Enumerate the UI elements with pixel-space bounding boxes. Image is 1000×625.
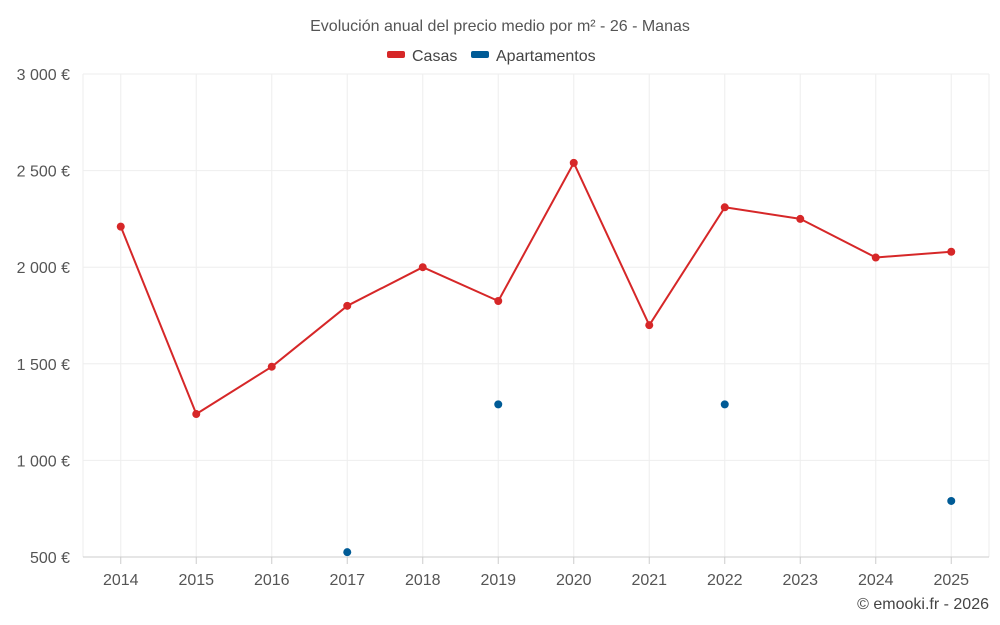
x-tick-label: 2024 [858, 572, 894, 589]
y-tick-label: 1 500 € [17, 357, 70, 374]
legend-label-casas: Casas [412, 48, 457, 65]
x-tick-label: 2016 [254, 572, 290, 589]
data-point-casas[interactable] [720, 203, 729, 212]
data-point-casas[interactable] [645, 321, 654, 330]
x-tick-label: 2014 [103, 572, 139, 589]
data-point-casas[interactable] [418, 263, 427, 272]
y-tick-label: 2 000 € [17, 260, 70, 277]
series [116, 158, 956, 557]
x-tick-label: 2019 [480, 572, 516, 589]
y-tick-label: 2 500 € [17, 164, 70, 181]
data-point-apartamentos[interactable] [494, 400, 503, 409]
legend-item-casas[interactable]: Casas [387, 48, 457, 65]
data-point-apartamentos[interactable] [947, 496, 956, 505]
y-tick-label: 500 € [30, 550, 70, 567]
legend-item-apartamentos[interactable]: Apartamentos [471, 48, 596, 65]
data-point-casas[interactable] [192, 410, 201, 419]
x-tick-label: 2025 [933, 572, 969, 589]
data-point-casas[interactable] [267, 362, 276, 371]
data-point-apartamentos[interactable] [343, 548, 352, 557]
x-tick-label: 2023 [782, 572, 818, 589]
y-tick-label: 1 000 € [17, 453, 70, 470]
y-tick-label: 3 000 € [17, 67, 70, 84]
series-casas [116, 158, 956, 419]
data-point-casas[interactable] [947, 247, 956, 256]
data-point-casas[interactable] [494, 297, 503, 306]
grid [82, 73, 990, 557]
axes: 500 € 1 000 € 1 500 € 2 000 € 2 500 € 3 000 €… [17, 67, 989, 589]
data-point-casas[interactable] [569, 158, 578, 167]
x-tick-label: 2017 [329, 572, 365, 589]
x-tick-label: 2015 [178, 572, 214, 589]
x-tick-label: 2020 [556, 572, 592, 589]
data-point-casas[interactable] [116, 222, 125, 231]
x-tick-label: 2018 [405, 572, 441, 589]
data-point-casas[interactable] [871, 253, 880, 262]
data-point-casas[interactable] [343, 301, 352, 310]
series-line-casas [119, 161, 952, 415]
x-tick-label: 2021 [631, 572, 667, 589]
legend-swatch-casas [387, 51, 405, 58]
data-point-casas[interactable] [796, 214, 805, 223]
data-point-apartamentos[interactable] [720, 400, 729, 409]
legend-label-apartamentos: Apartamentos [496, 48, 596, 65]
legend: Casas Apartamentos [387, 48, 596, 65]
x-tick-label: 2022 [707, 572, 743, 589]
legend-swatch-apartamentos [471, 51, 489, 58]
series-apartamentos [343, 400, 956, 557]
chart-title: Evolución anual del precio medio por m² … [310, 18, 690, 35]
credit-text: © emooki.fr - 2026 [857, 596, 989, 613]
